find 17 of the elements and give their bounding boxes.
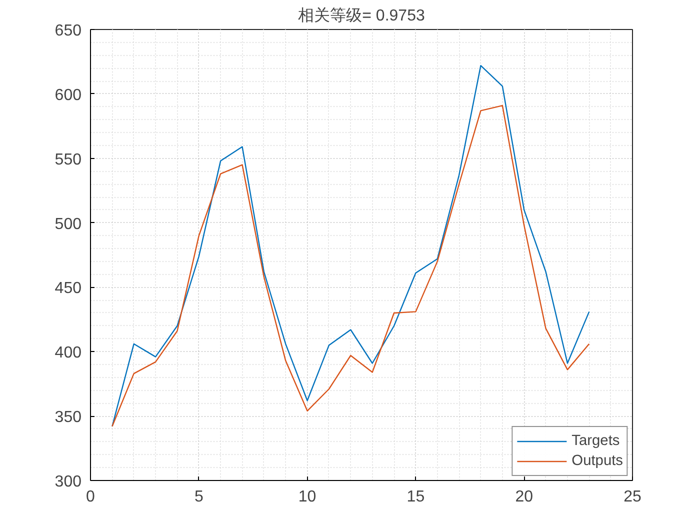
y-tick-label: 300 <box>54 474 82 490</box>
y-tick-label: 400 <box>54 344 82 362</box>
chart-title: 相关等级= 0.9753 <box>298 6 425 24</box>
legend-label: Targets <box>572 433 620 449</box>
y-tick-label: 500 <box>54 216 82 233</box>
y-tick-label: 550 <box>54 151 82 168</box>
x-tick-label: 25 <box>624 488 642 506</box>
x-tick-label: 15 <box>406 488 425 506</box>
y-tick-label: 350 <box>54 409 82 426</box>
x-tick-label: 10 <box>298 488 316 506</box>
x-tick-label: 5 <box>194 488 204 506</box>
y-tick-label: 650 <box>54 22 82 40</box>
legend-label: Outputs <box>572 453 623 469</box>
y-tick-label: 450 <box>54 280 82 298</box>
x-tick-label: 0 <box>86 488 96 506</box>
x-tick-label: 20 <box>515 488 534 506</box>
y-tick-label: 600 <box>54 86 82 104</box>
